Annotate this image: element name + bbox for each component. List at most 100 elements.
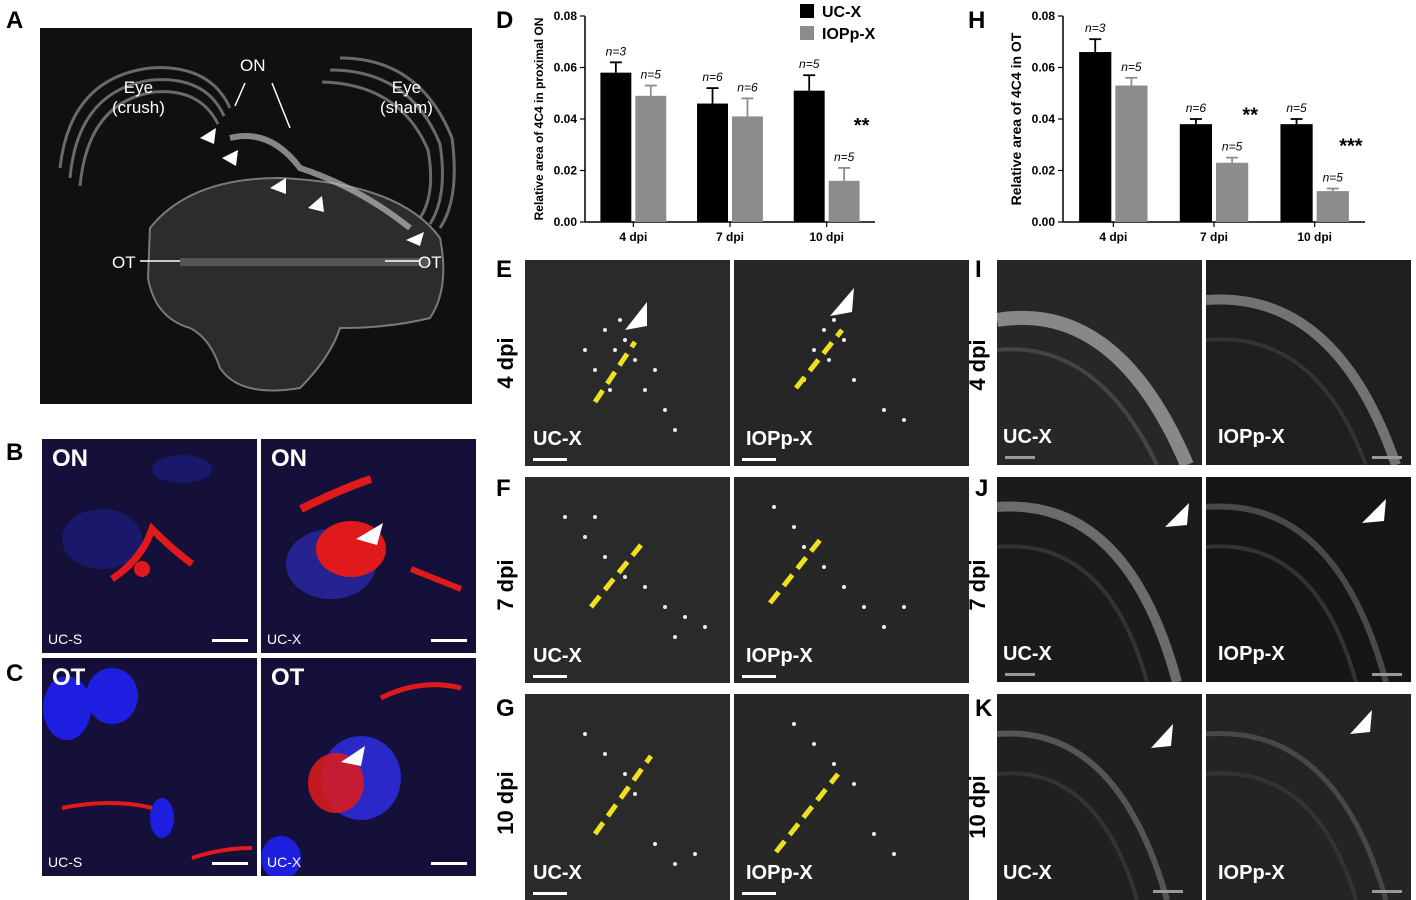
panel-k-right-image: IOPp-X <box>1206 694 1411 900</box>
panel-e-right-image: IOPp-X <box>734 260 969 466</box>
panel-letter-j: J <box>975 475 989 502</box>
panel-letter-i: I <box>975 256 982 283</box>
panel-f-right-image: IOPp-X <box>734 477 969 683</box>
y-axis-label: Relative area of 4C4 in OT <box>1008 32 1024 205</box>
row-label-4dpi-right: 4 dpi <box>965 339 990 391</box>
y-tick-label: 0.08 <box>554 9 578 23</box>
bar <box>828 180 860 222</box>
y-tick-label: 0.04 <box>554 112 578 126</box>
row-label-7dpi: 7 dpi <box>493 559 518 611</box>
scale-bar <box>533 458 567 461</box>
y-tick-label: 0.06 <box>1032 61 1056 75</box>
panel-letter-e: E <box>496 256 513 283</box>
eye-crush-label: Eye (crush) <box>112 78 165 117</box>
x-tick-label: 7 dpi <box>1200 230 1228 244</box>
scale-bar <box>1005 456 1035 459</box>
panel-letter-k: K <box>975 695 993 722</box>
i-left-group: UC-X <box>1003 426 1052 448</box>
f-left-group: UC-X <box>533 645 582 667</box>
j-left-group: UC-X <box>1003 643 1052 665</box>
chart-h: 0.00 0.02 0.04 0.06 0.08 Relative area of 4C4… <box>1008 9 1365 244</box>
panel-letter-d: D <box>496 7 514 34</box>
y-axis-label: Relative area of 4C4 in proximal ON <box>532 18 546 221</box>
row-label-10dpi: 10 dpi <box>493 771 518 835</box>
significance-mark: ** <box>854 115 870 137</box>
x-tick-label: 7 dpi <box>716 230 744 244</box>
scale-bar <box>533 675 567 678</box>
y-tick-label: 0.02 <box>554 164 578 178</box>
panel-c-right-tag: UC-X <box>267 854 302 870</box>
e-left-group: UC-X <box>533 428 582 450</box>
panel-i-left-image: UC-X <box>997 260 1202 465</box>
scale-bar <box>742 892 776 895</box>
row-label-7dpi-right: 7 dpi <box>965 559 990 611</box>
g-left-group: UC-X <box>533 862 582 884</box>
panel-b-left-tag: UC-S <box>48 631 83 647</box>
y-tick-label: 0.06 <box>554 61 578 75</box>
panel-b-left-title: ON <box>52 445 88 472</box>
panel-b-right-image: ON UC-X <box>261 439 476 653</box>
scale-bar <box>742 675 776 678</box>
n-label: n=6 <box>737 80 758 94</box>
y-tick-label: 0.04 <box>1032 112 1056 126</box>
legend-label: UC-X <box>822 4 861 21</box>
n-label: n=5 <box>834 150 855 164</box>
panel-g-left-image: UC-X <box>525 694 730 900</box>
on-label: ON <box>240 56 266 75</box>
brain-section-drawing <box>58 56 456 392</box>
panel-letter-c: C <box>6 660 24 687</box>
n-label: n=5 <box>1121 60 1142 74</box>
bar <box>600 72 632 223</box>
panel-b-left-image: ON UC-S <box>42 439 257 653</box>
k-left-group: UC-X <box>1003 862 1052 884</box>
bar <box>635 95 667 222</box>
panel-j-right-image: IOPp-X <box>1206 477 1411 682</box>
n-label: n=5 <box>641 68 662 82</box>
bar <box>732 116 763 222</box>
legend-label: IOPp-X <box>822 26 876 43</box>
panel-k-left-image: UC-X <box>997 694 1202 900</box>
panel-c-left-image: OT UC-S <box>42 658 257 876</box>
panel-i-right-image: IOPp-X <box>1206 260 1411 465</box>
scale-bar <box>431 639 467 642</box>
panel-f-left-image: UC-X <box>525 477 730 683</box>
x-tick-label: 10 dpi <box>809 230 844 244</box>
panel-e-left-image: UC-X <box>525 260 730 466</box>
y-tick-label: 0.02 <box>1032 164 1056 178</box>
scale-bar <box>212 862 248 865</box>
scale-bar <box>1372 890 1402 893</box>
panel-letter-a: A <box>6 7 24 34</box>
n-label: n=5 <box>1222 140 1243 154</box>
panel-letter-f: F <box>496 475 511 502</box>
significance-mark: ** <box>1242 105 1258 127</box>
bar <box>697 103 728 222</box>
n-label: n=3 <box>606 44 627 58</box>
x-tick-label: 10 dpi <box>1297 230 1332 244</box>
scale-bar <box>1153 890 1183 893</box>
y-tick-label: 0.08 <box>1032 9 1056 23</box>
scale-bar <box>1005 673 1035 676</box>
legend-swatch <box>800 4 814 18</box>
panel-a-image: Eye (crush) Eye (sham) ON OT OT <box>40 28 472 404</box>
y-tick-label: 0.00 <box>554 215 578 229</box>
scale-bar <box>1372 673 1402 676</box>
e-right-group: IOPp-X <box>746 428 813 450</box>
bar <box>1179 124 1212 222</box>
i-right-group: IOPp-X <box>1218 426 1285 448</box>
n-label: n=6 <box>1186 101 1207 115</box>
significance-mark: *** <box>1339 136 1363 158</box>
bar <box>1115 85 1148 223</box>
ot-right-label: OT <box>418 253 442 272</box>
panel-j-left-image: UC-X <box>997 477 1202 682</box>
n-label: n=5 <box>1323 171 1344 185</box>
n-label: n=3 <box>1085 21 1106 35</box>
g-right-group: IOPp-X <box>746 862 813 884</box>
eye-sham-label: Eye (sham) <box>380 78 433 117</box>
bar <box>1280 124 1313 222</box>
x-tick-label: 4 dpi <box>619 230 647 244</box>
panel-c-left-tag: UC-S <box>48 854 83 870</box>
n-label: n=5 <box>1286 101 1307 115</box>
k-right-group: IOPp-X <box>1218 862 1285 884</box>
panel-b-right-title: ON <box>271 445 307 472</box>
y-tick-label: 0.00 <box>1032 215 1056 229</box>
